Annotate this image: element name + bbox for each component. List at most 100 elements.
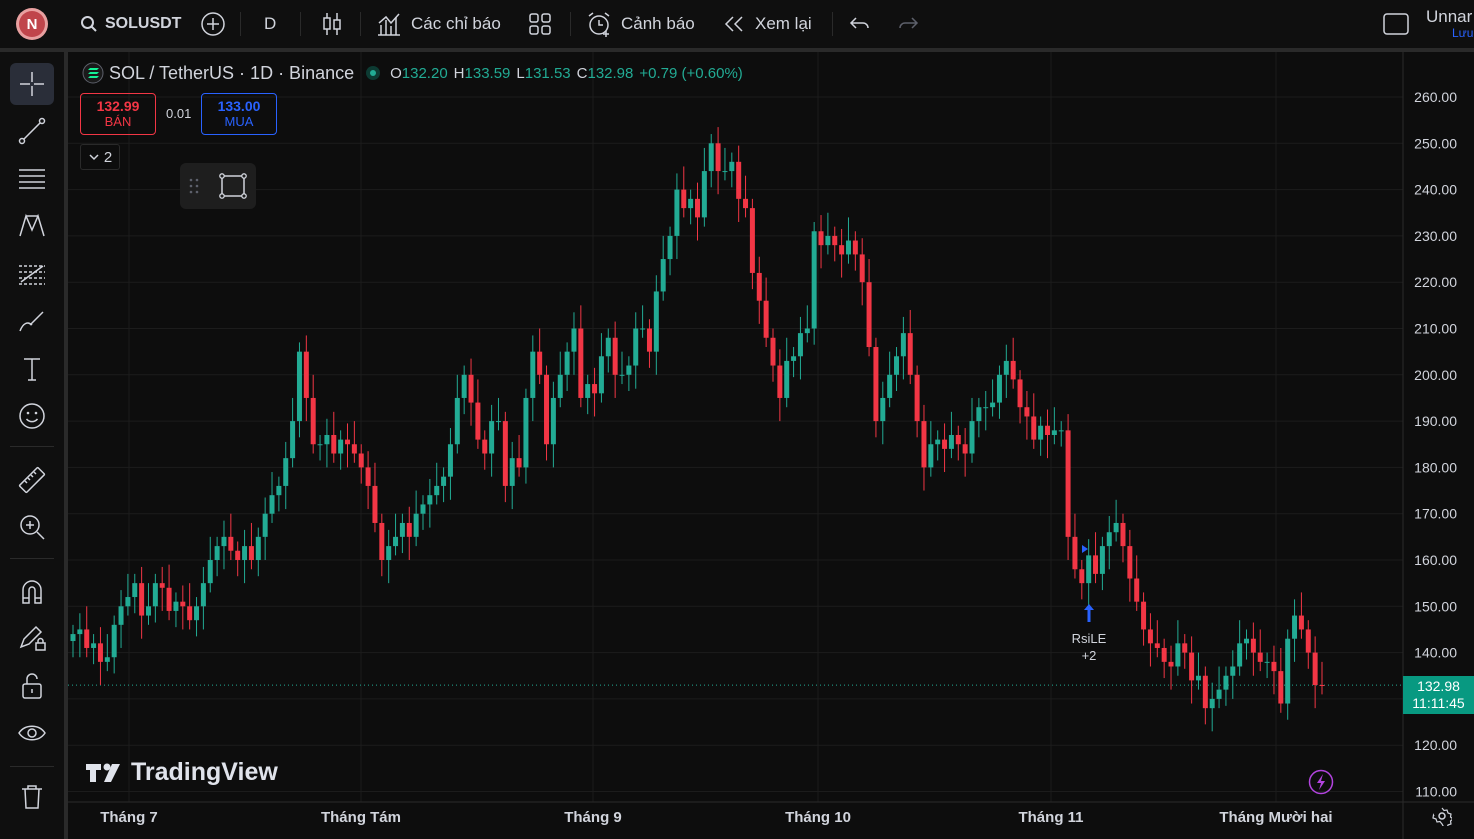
horizontal-lines-tool[interactable]	[10, 158, 54, 200]
candle-body	[468, 374, 474, 403]
pattern-tool[interactable]	[10, 205, 54, 247]
chevron-down-icon	[89, 154, 99, 161]
candle-body	[921, 421, 927, 468]
signal-name: RsiLE	[1071, 631, 1107, 646]
candle-body	[791, 356, 797, 361]
market-status-dot[interactable]	[366, 66, 381, 80]
candle-body	[235, 550, 241, 560]
candle-body	[1044, 425, 1050, 435]
stay-in-drawing-tool[interactable]	[10, 617, 54, 659]
unlock-icon	[22, 673, 42, 699]
collapse-indicators-button[interactable]: 2	[80, 144, 120, 170]
candle-body	[434, 485, 440, 496]
candle-body	[1175, 643, 1181, 667]
magnet-tool[interactable]	[10, 570, 54, 612]
candle-body	[159, 583, 165, 588]
brush-tool[interactable]	[10, 300, 54, 342]
candle-body	[907, 333, 913, 375]
symbol-search-button[interactable]: SOLUSDT	[80, 0, 181, 48]
interval-button[interactable]: D	[264, 0, 276, 48]
candle-body	[894, 356, 900, 375]
candle-body	[592, 384, 598, 394]
candle-body	[859, 254, 865, 283]
fib-tool[interactable]	[10, 253, 54, 295]
candle-body	[1223, 675, 1229, 690]
strategy-signal-label[interactable]: RsiLE +2	[1060, 630, 1118, 664]
candle-body	[111, 624, 117, 658]
candle-body	[173, 601, 179, 611]
candle-body	[1086, 555, 1092, 584]
buy-button[interactable]: 133.00 MUA	[201, 93, 277, 135]
candle-body	[393, 536, 399, 547]
compare-symbol-button[interactable]	[200, 0, 226, 48]
candle-body	[139, 583, 145, 616]
candle-body	[743, 198, 749, 209]
sell-label: BÁN	[104, 114, 132, 129]
lock-drawings-tool[interactable]	[10, 665, 54, 707]
redo-button[interactable]	[896, 0, 920, 48]
trend-line-icon	[18, 117, 46, 145]
zoom-tool[interactable]	[10, 506, 54, 548]
candle-body	[1305, 629, 1311, 653]
alert-button[interactable]: Cảnh báo	[585, 0, 695, 48]
candle-body	[1038, 425, 1044, 440]
undo-button[interactable]	[848, 0, 872, 48]
candle-body	[667, 235, 673, 260]
toolbar-divider	[10, 446, 54, 447]
candle-body	[770, 337, 776, 366]
candle-body	[221, 536, 227, 547]
symbol-title[interactable]: SOL / TetherUS · 1D · Binance	[109, 62, 355, 83]
chart-type-button[interactable]	[320, 0, 344, 48]
bar-countdown: 11:11:45	[1412, 695, 1465, 711]
remove-drawings-tool[interactable]	[10, 776, 54, 818]
emoji-tool[interactable]	[10, 395, 54, 437]
measure-tool[interactable]	[10, 459, 54, 501]
layout-save-status[interactable]: Lưu	[1452, 26, 1474, 40]
tradingview-watermark[interactable]: TradingView	[86, 758, 278, 787]
alarm-clock-icon	[588, 12, 610, 37]
toolbar-divider	[570, 12, 571, 36]
signal-marker-icon	[1082, 545, 1088, 553]
replay-button[interactable]: Xem lại	[722, 0, 812, 48]
crosshair-tool[interactable]	[10, 63, 54, 105]
price-chart[interactable]: 260.00 250.00 240.00 230.00 220.00 210.00 200.…	[68, 52, 1474, 839]
hide-drawings-tool[interactable]	[10, 712, 54, 754]
grid-icon	[529, 13, 551, 35]
chart-pane[interactable]: 260.00 250.00 240.00 230.00 220.00 210.00 200.…	[68, 52, 1474, 839]
candle-body	[1195, 675, 1201, 681]
gear-icon	[1432, 807, 1454, 829]
candle-body	[1134, 578, 1140, 602]
text-tool[interactable]	[10, 348, 54, 390]
candle-body	[345, 439, 351, 445]
candle-body	[935, 439, 941, 445]
candle-body	[152, 583, 158, 607]
rectangle-icon[interactable]	[218, 172, 248, 200]
candle-body	[763, 300, 769, 338]
templates-button[interactable]	[528, 0, 552, 48]
candle-body	[77, 629, 83, 635]
trend-line-tool[interactable]	[10, 110, 54, 152]
trash-icon	[22, 785, 42, 809]
candle-body	[200, 583, 206, 607]
flash-button[interactable]	[1308, 769, 1334, 795]
candle-body	[1161, 647, 1167, 662]
candle-body	[276, 485, 282, 496]
candle-body	[832, 235, 838, 246]
price-axis-label: 260.00	[1414, 89, 1457, 105]
price-axis-label: 150.00	[1414, 598, 1457, 614]
candle-body	[1065, 430, 1071, 537]
user-avatar[interactable]: N	[16, 8, 48, 40]
pattern-icon	[19, 213, 45, 237]
brush-icon	[19, 311, 44, 332]
indicators-button[interactable]: Các chỉ báo	[376, 0, 501, 48]
layout-name[interactable]: Unnar	[1426, 7, 1473, 26]
drag-handle-icon[interactable]	[189, 178, 199, 194]
layout-checkbox[interactable]	[1382, 0, 1410, 48]
smiley-icon	[19, 403, 45, 429]
eye-icon	[18, 725, 46, 741]
sell-button[interactable]: 132.99 BÁN	[80, 93, 156, 135]
chart-settings-button[interactable]	[1432, 806, 1454, 829]
search-icon	[81, 16, 97, 32]
floating-drawing-toolbar	[180, 163, 256, 209]
magnet-icon	[22, 580, 42, 604]
